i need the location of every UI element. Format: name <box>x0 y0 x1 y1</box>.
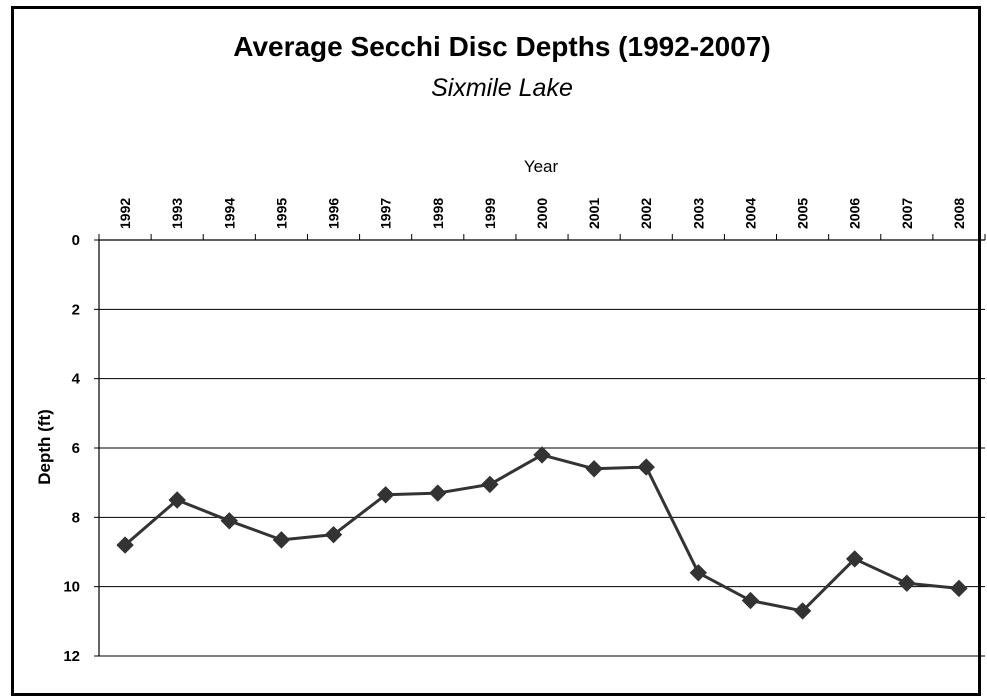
gridlines <box>99 308 985 657</box>
x-tick-label: 1993 <box>169 198 185 229</box>
x-tick-label: 1996 <box>326 198 342 229</box>
y-tick-label: 12 <box>63 648 80 665</box>
data-point <box>376 486 395 504</box>
data-point <box>637 458 655 476</box>
data-point <box>168 491 186 509</box>
x-tick-label: 2004 <box>742 198 758 229</box>
series-depth <box>116 446 968 620</box>
data-point <box>950 579 968 598</box>
x-tick-label: 2008 <box>951 198 967 229</box>
data-point <box>898 574 916 592</box>
axes <box>94 234 986 657</box>
data-point <box>272 531 291 549</box>
x-tick-label: 1999 <box>482 198 498 229</box>
data-point <box>429 484 447 502</box>
data-point <box>324 525 343 544</box>
y-tick-label: 4 <box>72 371 81 388</box>
y-tick-label: 6 <box>72 440 80 457</box>
data-point <box>533 446 551 464</box>
y-axis-title: Depth (ft) <box>35 409 54 485</box>
x-tick-label: 2005 <box>795 198 811 229</box>
x-tick-label: 2001 <box>586 198 602 229</box>
data-point <box>793 602 812 620</box>
x-tick-label: 1994 <box>221 198 237 229</box>
y-tick-label: 0 <box>72 232 80 249</box>
series-line <box>124 453 960 613</box>
x-tick-label: 2000 <box>534 198 550 229</box>
data-point <box>585 460 603 478</box>
x-tick-labels: 1992 1993 1994 1995 1996 1997 1998 1999 2000 2001… <box>117 198 967 229</box>
chart-title: Average Secchi Disc Depths (1992-2007) <box>233 31 770 62</box>
data-point <box>220 512 239 530</box>
x-tick-label: 1997 <box>378 198 394 229</box>
x-tick-label: 1995 <box>273 198 289 229</box>
data-point <box>481 475 499 494</box>
data-point <box>116 536 134 554</box>
y-tick-labels: 0 2 4 6 8 10 12 <box>63 232 80 665</box>
x-tick-label: 2003 <box>690 198 706 229</box>
x-tick-label: 2002 <box>638 198 654 229</box>
x-tick-label: 2006 <box>847 198 863 229</box>
x-tick-label: 1992 <box>117 198 133 229</box>
x-axis-title: Year <box>524 157 559 176</box>
y-tick-label: 10 <box>63 579 80 596</box>
x-tick-label: 2007 <box>899 198 915 229</box>
x-tick-label: 1998 <box>430 198 446 229</box>
data-point <box>741 591 760 610</box>
chart-subtitle: Sixmile Lake <box>431 74 573 102</box>
data-point <box>689 564 708 582</box>
chart-frame <box>11 6 981 696</box>
y-tick-label: 8 <box>72 509 80 526</box>
data-point <box>845 550 864 568</box>
y-tick-label: 2 <box>72 301 80 318</box>
